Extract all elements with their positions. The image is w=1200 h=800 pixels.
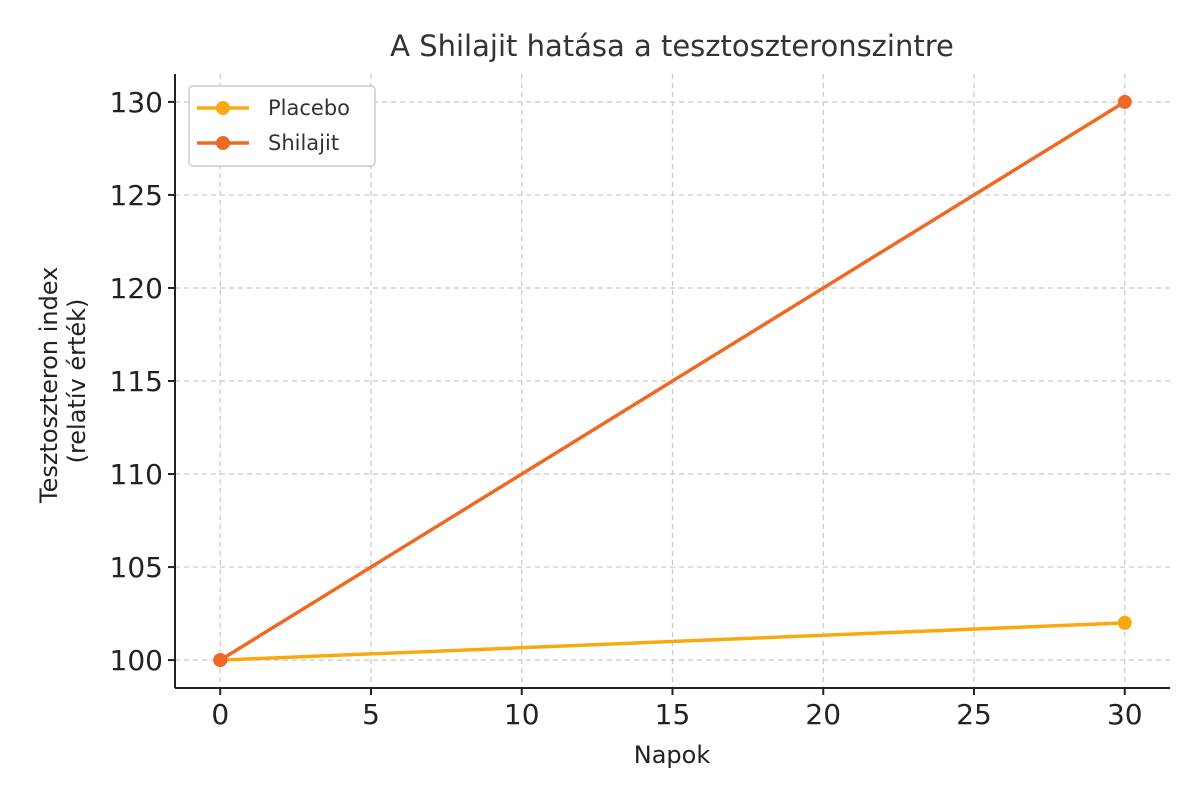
y-axis-label-line-1: Tesztoszteron index [35,267,63,504]
y-axis-label-line-2: (relatív érték) [63,299,91,464]
y-tick-label: 125 [110,179,163,212]
legend-box [188,85,376,167]
chart-title: A Shilajit hatása a tesztoszteronszintre [390,29,954,63]
x-tick-label: 10 [504,698,540,731]
y-tick-label: 105 [110,551,163,584]
legend: Placebo Shilajit [188,85,376,167]
data-point-placebo [1117,615,1132,630]
series-line-placebo [218,621,1127,662]
y-tick-label: 115 [110,365,163,398]
x-tick-label: 0 [211,698,229,731]
y-tick-label: 100 [110,644,163,677]
y-tick-label: 110 [110,458,163,491]
series [213,94,1132,668]
grid [175,74,1170,688]
legend-placebo-marker [216,101,230,115]
data-point-shilajit [1117,94,1132,109]
y-axis-label: Tesztoszteron index (relatív érték) [35,259,91,504]
y-tick-label: 120 [110,272,163,305]
x-tick-label: 25 [956,698,992,731]
ticks: 0 5 10 15 20 25 30 100 105 110 115 120 125 130 [110,86,1143,731]
series-line-shilajit [218,100,1127,662]
x-tick-label: 15 [655,698,691,731]
legend-placebo-label: Placebo [268,96,350,120]
x-tick-label: 5 [362,698,380,731]
x-tick-label: 30 [1107,698,1143,731]
data-point-shilajit [213,653,228,668]
x-tick-label: 20 [805,698,841,731]
legend-shilajit-marker [216,136,230,150]
x-axis-label: Napok [634,741,711,769]
y-tick-label: 130 [110,86,163,119]
legend-shilajit-label: Shilajit [268,131,339,155]
